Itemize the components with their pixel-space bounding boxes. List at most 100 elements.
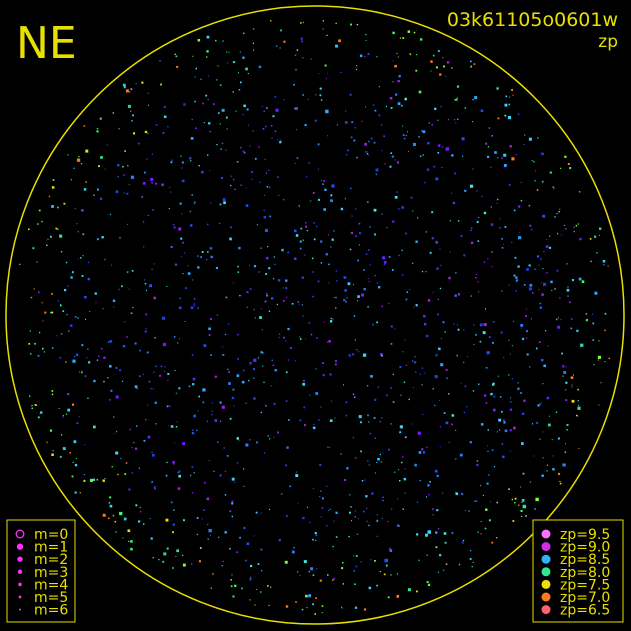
star [437, 313, 439, 316]
star [115, 531, 117, 533]
star [268, 310, 271, 312]
star [449, 251, 451, 253]
star [573, 226, 575, 228]
star [472, 98, 474, 101]
star [135, 447, 138, 450]
star [577, 388, 579, 391]
star [335, 44, 338, 48]
star [56, 228, 59, 230]
star [84, 375, 87, 377]
star [382, 452, 384, 454]
star [181, 256, 183, 258]
star [539, 438, 541, 440]
star [451, 154, 454, 157]
star [173, 336, 176, 338]
star [133, 132, 136, 135]
star [139, 349, 141, 352]
star [496, 202, 498, 204]
star [349, 494, 351, 496]
star [77, 258, 79, 260]
star [508, 103, 511, 106]
star [63, 202, 66, 205]
star [493, 408, 496, 412]
star [145, 419, 147, 421]
star [263, 216, 267, 219]
star [131, 446, 133, 449]
star [318, 73, 320, 75]
star [267, 435, 269, 437]
star [110, 264, 112, 266]
star [277, 279, 281, 282]
star [419, 479, 421, 482]
star [457, 220, 460, 222]
star [566, 429, 568, 431]
star [496, 537, 498, 539]
star [434, 375, 438, 379]
star [130, 110, 132, 112]
star [235, 110, 237, 112]
star [368, 421, 370, 423]
star [72, 359, 76, 363]
star [399, 431, 402, 434]
star [428, 493, 430, 496]
star [281, 248, 284, 252]
star [491, 251, 493, 253]
star [264, 300, 267, 303]
star [192, 377, 196, 381]
star [392, 60, 394, 62]
star [456, 324, 458, 326]
star [413, 306, 415, 308]
star [59, 356, 62, 359]
star [367, 414, 369, 417]
star [55, 227, 57, 230]
star [325, 109, 329, 114]
star [164, 366, 166, 368]
star [253, 308, 255, 311]
star [358, 351, 360, 353]
star [161, 183, 164, 187]
star [522, 504, 527, 509]
star [207, 75, 209, 77]
star [319, 579, 322, 582]
star [228, 371, 230, 373]
star [150, 537, 153, 540]
star [404, 97, 407, 101]
star [215, 39, 217, 42]
star [122, 83, 126, 87]
star [124, 321, 126, 323]
star [71, 475, 74, 478]
star [100, 117, 102, 119]
star [295, 69, 297, 71]
star [84, 444, 86, 446]
star [514, 497, 517, 500]
star [263, 452, 266, 454]
star [466, 406, 468, 408]
star [172, 523, 175, 526]
star [114, 521, 117, 523]
star [353, 139, 356, 142]
star [397, 80, 400, 83]
magnitude-swatch [18, 582, 22, 587]
star [358, 415, 362, 419]
star [518, 232, 520, 234]
star [415, 304, 418, 307]
star [217, 441, 219, 443]
star [384, 558, 388, 563]
star [296, 157, 299, 159]
star [212, 103, 215, 106]
star [463, 329, 465, 331]
star [525, 308, 527, 310]
star [368, 524, 370, 527]
star [158, 558, 160, 561]
star [509, 429, 512, 432]
star [383, 573, 386, 576]
star [463, 254, 466, 257]
star [323, 208, 326, 211]
star [299, 240, 302, 243]
star [299, 575, 301, 577]
star [415, 371, 417, 373]
star [238, 439, 240, 441]
star [302, 21, 304, 23]
star [398, 254, 400, 257]
star [376, 519, 379, 521]
